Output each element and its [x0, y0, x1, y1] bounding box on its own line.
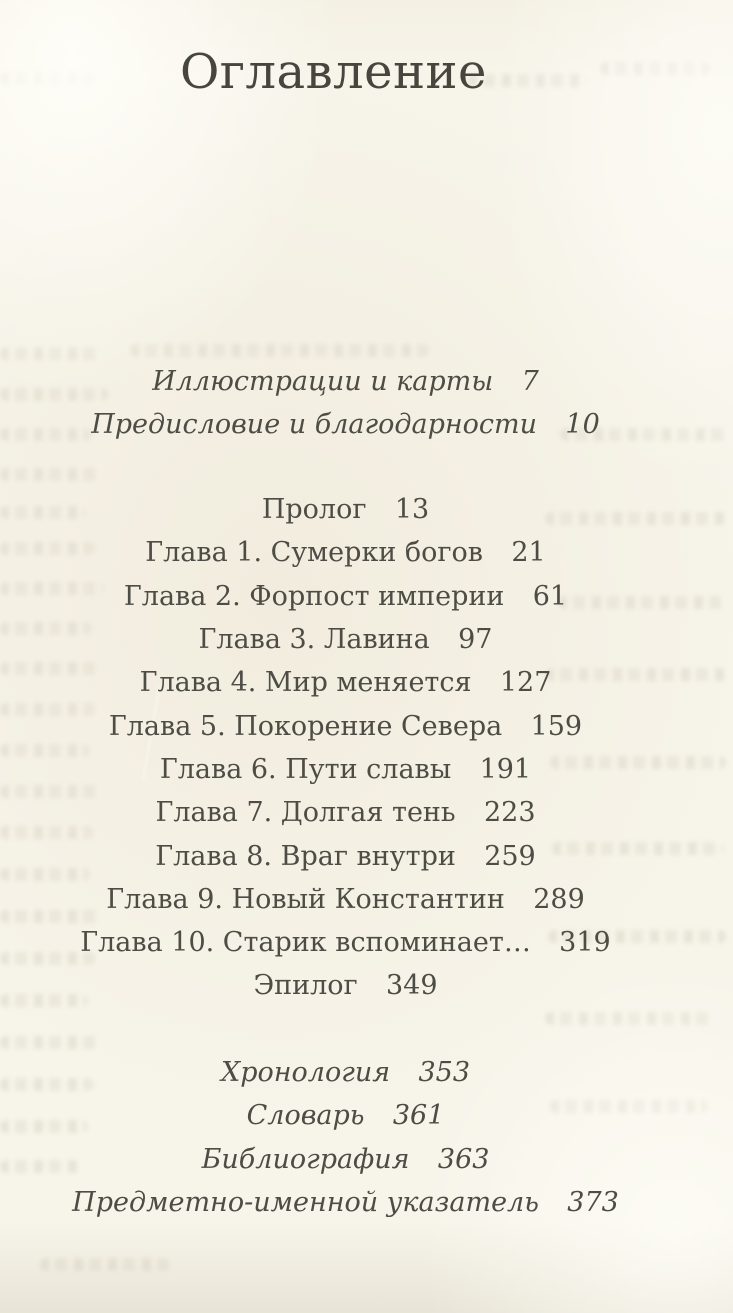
toc-entry-label: Глава 4. Мир меняется [139, 667, 472, 699]
toc-entry-page: 223 [483, 797, 536, 829]
toc-entry-label: Предисловие и благодарности [91, 409, 538, 441]
toc-entry-page: 361 [392, 1100, 445, 1132]
toc-entry-label: Предметно-именной указатель [72, 1187, 539, 1219]
toc-entry-page: 61 [532, 580, 568, 612]
page-title: Оглавление [180, 44, 487, 100]
toc-entry: Библиография 363 [0, 1138, 712, 1181]
toc-entry-page: 7 [521, 366, 539, 398]
toc-entry-label: Глава 1. Сумерки богов [145, 537, 484, 569]
toc-entry-label: Глава 2. Форпост империи [123, 580, 505, 612]
toc-entry-page: 373 [567, 1187, 619, 1219]
toc-entry-label: Хронология [220, 1057, 391, 1089]
toc-entry-label: Глава 10. Старик вспоминает… [80, 927, 531, 959]
toc-entry-page: 319 [559, 927, 611, 959]
toc-entry-label: Библиография [201, 1143, 410, 1175]
toc-entry-page: 127 [499, 667, 552, 699]
toc-entry-page: 259 [484, 840, 536, 872]
toc-entry: Глава 8. Враг внутри 259 [0, 834, 712, 877]
toc-entry-page: 363 [437, 1143, 490, 1175]
toc-entry-page: 159 [530, 710, 583, 742]
toc-entry-label: Глава 8. Враг внутри [155, 840, 456, 872]
toc-entry-page: 21 [511, 537, 546, 569]
toc-entry: Иллюстрации и карты 7 [0, 360, 712, 403]
toc-entry: Глава 2. Форпост империи 61 [0, 575, 712, 618]
toc-entry: Глава 10. Старик вспоминает… 319 [0, 921, 712, 964]
front-matter-list: Иллюстрации и карты 7 Предисловие и благ… [0, 360, 712, 447]
toc-entry-page: 13 [394, 494, 430, 526]
toc-entry-page: 349 [386, 970, 438, 1002]
toc-entry-label: Глава 6. Пути славы [159, 753, 452, 785]
toc-entry-label: Эпилог [253, 970, 358, 1002]
toc-entry: Эпилог 349 [0, 964, 712, 1007]
chapters-list: Пролог 13 Глава 1. Сумерки богов 21 Глав… [0, 488, 712, 1008]
toc-entry: Хронология 353 [0, 1051, 712, 1094]
toc-entry-page: 10 [565, 409, 600, 441]
toc-entry-label: Глава 7. Долгая тень [155, 797, 456, 829]
toc-entry: Пролог 13 [0, 488, 712, 531]
toc-entry-label: Пролог [261, 494, 367, 526]
toc-entry-label: Иллюстрации и карты [152, 366, 494, 398]
toc-entry: Словарь 361 [0, 1094, 712, 1137]
toc-entry: Глава 4. Мир меняется 127 [0, 661, 712, 704]
toc-entry-label: Глава 9. Новый Константин [106, 883, 505, 915]
toc-entry: Глава 6. Пути славы 191 [0, 748, 712, 791]
toc-entry: Глава 7. Долгая тень 223 [0, 791, 712, 834]
toc-entry-page: 191 [479, 753, 532, 785]
toc-entry-label: Глава 3. Лавина [198, 624, 430, 656]
toc-entry: Предметно-именной указатель 373 [0, 1181, 712, 1224]
toc-entry: Глава 3. Лавина 97 [0, 618, 712, 661]
toc-entry-label: Глава 5. Покорение Севера [108, 710, 503, 742]
toc-entry: Предисловие и благодарности 10 [0, 403, 712, 446]
toc-entry: Глава 5. Покорение Севера 159 [0, 704, 712, 747]
toc-entry: Глава 1. Сумерки богов 21 [0, 531, 712, 574]
toc-entry-page: 289 [533, 883, 585, 915]
toc-entry: Глава 9. Новый Константин 289 [0, 878, 712, 921]
toc-entry-page: 97 [458, 624, 493, 656]
back-matter-list: Хронология 353 Словарь 361 Библиография … [0, 1051, 712, 1224]
toc-entry-page: 353 [418, 1057, 471, 1089]
toc-entry-label: Словарь [246, 1100, 365, 1132]
